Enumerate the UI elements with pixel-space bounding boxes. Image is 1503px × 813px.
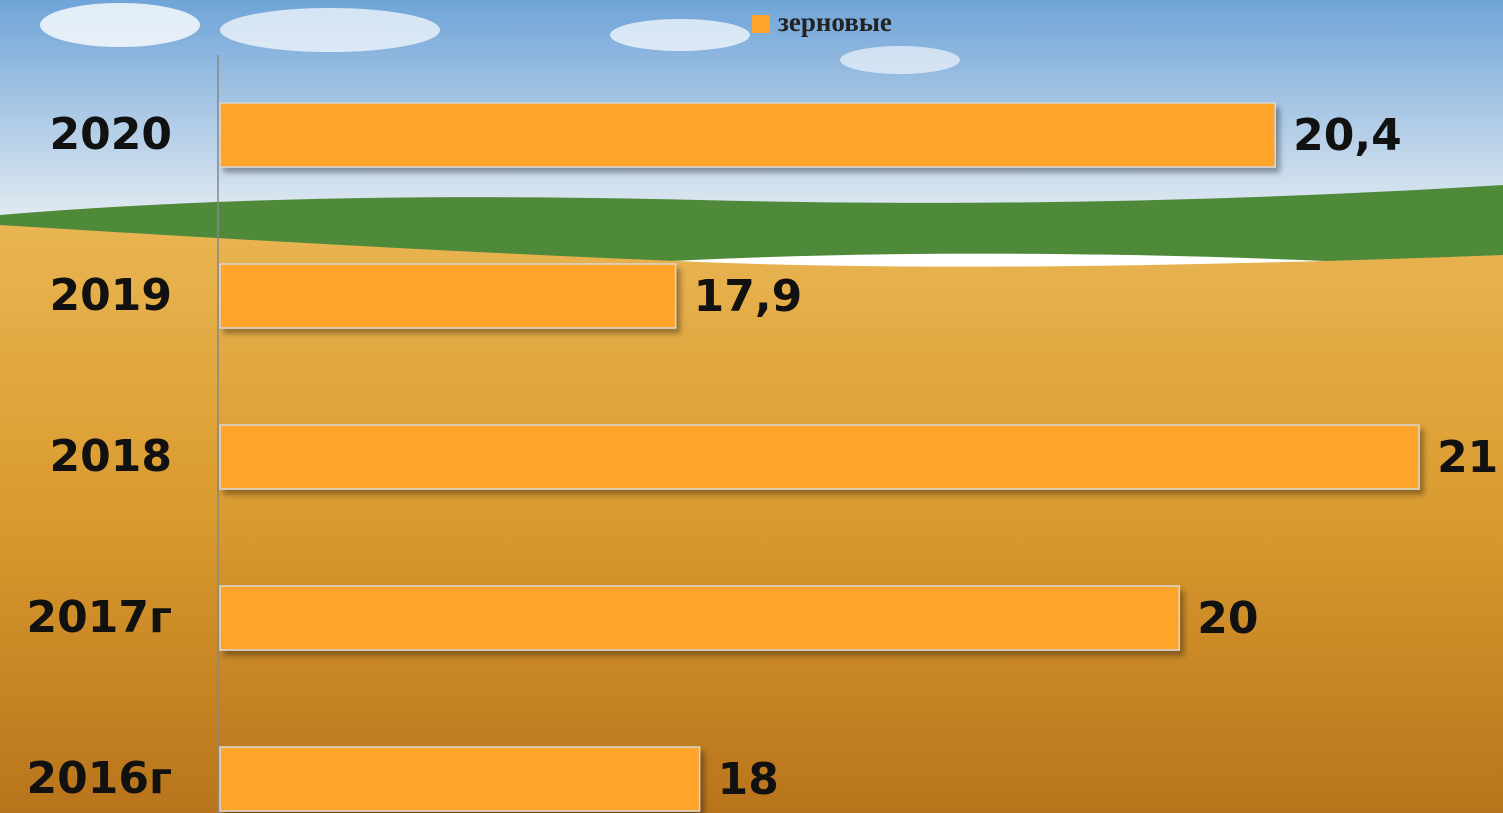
cloud bbox=[220, 8, 440, 52]
y-tick-label: 2019 bbox=[50, 270, 172, 321]
y-tick-label: 2018 bbox=[50, 431, 172, 482]
bar bbox=[219, 263, 677, 329]
value-label: 17,9 bbox=[694, 271, 803, 322]
wheat-field bbox=[0, 225, 1503, 813]
value-label: 18 bbox=[718, 754, 779, 805]
y-tick-label: 2016г bbox=[27, 753, 172, 804]
value-label: 21 bbox=[1437, 432, 1498, 483]
cloud bbox=[840, 46, 960, 74]
cloud bbox=[40, 3, 200, 47]
legend-label: зерновые bbox=[778, 7, 892, 37]
legend-swatch bbox=[752, 15, 770, 33]
value-label: 20 bbox=[1197, 593, 1258, 644]
y-tick-label: 2017г bbox=[27, 592, 172, 643]
bar bbox=[219, 424, 1420, 490]
y-tick-label: 2020 bbox=[50, 109, 172, 160]
cloud bbox=[610, 19, 750, 51]
bar bbox=[219, 746, 701, 812]
bar bbox=[219, 102, 1276, 168]
value-label: 20,4 bbox=[1293, 110, 1402, 161]
bar bbox=[219, 585, 1181, 651]
